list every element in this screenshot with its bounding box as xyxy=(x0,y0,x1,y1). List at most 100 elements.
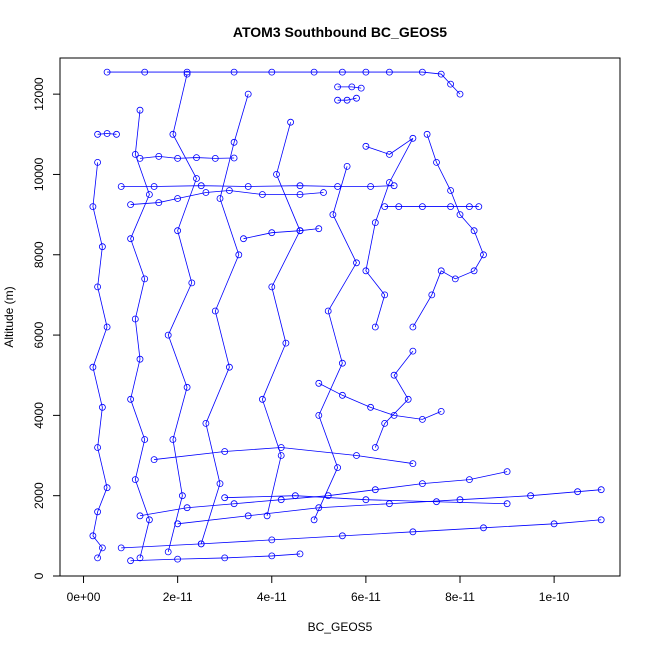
series-line xyxy=(412,134,484,328)
data-point xyxy=(433,158,440,166)
data-point xyxy=(451,275,459,283)
data-point xyxy=(409,528,417,536)
data-point xyxy=(503,500,511,508)
data-point xyxy=(315,411,323,419)
data-point xyxy=(456,211,464,219)
data-point xyxy=(103,484,111,492)
data-point xyxy=(244,512,252,520)
data-point xyxy=(193,154,200,162)
data-point xyxy=(418,203,426,211)
data-point xyxy=(103,323,111,331)
data-point xyxy=(597,516,605,524)
data-point xyxy=(287,118,295,126)
data-point xyxy=(225,187,233,194)
data-point xyxy=(103,130,111,137)
data-point xyxy=(423,130,431,138)
data-point xyxy=(127,235,135,243)
series-line xyxy=(107,71,461,95)
data-point xyxy=(475,203,483,211)
series-2 xyxy=(117,182,398,190)
data-point xyxy=(385,179,393,186)
data-point xyxy=(94,130,101,138)
data-point xyxy=(320,189,327,196)
data-point xyxy=(418,415,426,423)
series-6 xyxy=(334,94,360,104)
series-line xyxy=(92,162,108,559)
data-point xyxy=(197,182,205,190)
y-tick-label: 8000 xyxy=(32,241,46,268)
data-point xyxy=(334,183,342,190)
data-point xyxy=(447,80,455,88)
data-point xyxy=(113,130,120,138)
series-3 xyxy=(127,187,327,209)
x-axis-label: BC_GEOS5 xyxy=(308,620,373,634)
data-point xyxy=(277,496,285,504)
data-point xyxy=(127,201,135,209)
data-point xyxy=(381,203,389,211)
data-point xyxy=(371,486,379,494)
data-point xyxy=(353,259,360,267)
series-12 xyxy=(89,158,111,562)
data-point xyxy=(371,219,379,227)
data-point xyxy=(136,106,144,114)
series-22 xyxy=(221,492,511,508)
data-point xyxy=(89,363,97,371)
x-tick-label: 8e-11 xyxy=(445,590,475,604)
data-point xyxy=(310,516,318,524)
series-24 xyxy=(127,550,304,565)
data-point xyxy=(353,452,360,459)
data-point xyxy=(338,359,346,367)
series-line xyxy=(139,471,508,517)
y-axis: 0 2000 4000 6000 8000 10000 12000 xyxy=(32,77,61,579)
data-point xyxy=(94,283,101,291)
series-8 xyxy=(240,225,323,243)
data-point xyxy=(211,154,219,162)
data-point xyxy=(348,83,356,91)
series-line xyxy=(365,137,414,328)
data-point xyxy=(291,492,299,500)
data-point xyxy=(334,83,342,91)
data-point xyxy=(277,444,285,451)
data-point xyxy=(390,371,398,379)
series-11 xyxy=(362,134,417,331)
series-20 xyxy=(174,486,605,528)
series-16 xyxy=(258,118,304,520)
series-15 xyxy=(197,90,252,548)
series-line xyxy=(261,122,301,516)
data-point xyxy=(550,520,558,528)
x-tick-label: 4e-11 xyxy=(257,590,287,604)
data-point xyxy=(99,243,106,251)
data-point xyxy=(103,68,111,76)
data-point xyxy=(371,323,379,331)
data-point xyxy=(465,476,473,484)
x-tick-label: 0e+00 xyxy=(67,590,101,604)
series-line xyxy=(121,519,602,549)
data-point xyxy=(371,444,379,451)
data-point xyxy=(268,552,276,560)
data-point xyxy=(174,555,182,563)
data-point xyxy=(94,554,101,562)
data-point xyxy=(418,480,426,488)
data-point xyxy=(343,162,351,170)
series-line xyxy=(130,553,301,562)
data-point xyxy=(211,307,219,315)
data-point xyxy=(447,187,455,194)
series-line xyxy=(139,155,235,159)
data-point xyxy=(230,154,238,162)
series-9 xyxy=(381,203,483,211)
series-21 xyxy=(117,516,605,552)
data-point xyxy=(334,96,342,104)
y-tick-label: 6000 xyxy=(32,321,46,348)
data-point xyxy=(174,227,182,235)
data-point xyxy=(357,84,365,92)
data-point xyxy=(296,227,304,235)
data-point xyxy=(296,550,304,558)
series-19 xyxy=(136,468,511,520)
data-point xyxy=(221,554,229,562)
data-point xyxy=(221,448,229,455)
x-tick-label: 1e-10 xyxy=(539,590,570,604)
data-point xyxy=(324,307,332,315)
data-point xyxy=(527,492,534,500)
series-line xyxy=(313,166,357,520)
y-tick-label: 10000 xyxy=(32,157,46,191)
